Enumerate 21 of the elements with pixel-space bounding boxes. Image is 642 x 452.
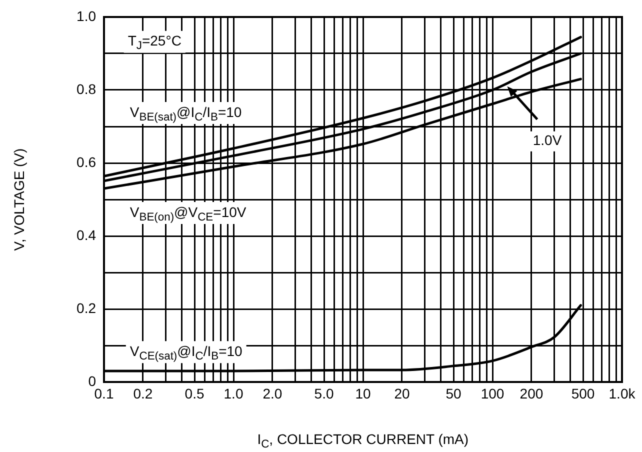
y-tick-label: 0.6	[76, 154, 96, 170]
x-tick-label: 0.5	[184, 385, 204, 402]
x-tick-label: 500	[571, 385, 595, 402]
x-tick-label: 1.0k	[608, 385, 636, 402]
x-tick-label: 0.1	[94, 385, 114, 402]
x-tick-label: 10	[355, 385, 371, 402]
annotation: 1.0V	[532, 132, 562, 148]
y-tick-label: 0	[88, 372, 96, 389]
y-tick-label: 0.8	[76, 80, 96, 97]
x-tick-label: 50	[446, 385, 462, 402]
y-tick-label: 0.4	[76, 226, 96, 243]
x-tick-label: 100	[480, 385, 504, 402]
x-tick-label: 0.2	[133, 385, 153, 402]
x-tick-label: 1.0	[224, 385, 244, 402]
y-tick-label: 1.0	[76, 8, 96, 24]
x-tick-label: 20	[394, 385, 410, 402]
y-tick-label: 0.2	[76, 300, 96, 316]
x-tick-label: 200	[520, 385, 544, 402]
y-axis-title: V, VOLTAGE (V)	[10, 148, 27, 251]
x-tick-label: 5.0	[314, 385, 334, 402]
x-tick-label: 2.0	[262, 385, 282, 402]
